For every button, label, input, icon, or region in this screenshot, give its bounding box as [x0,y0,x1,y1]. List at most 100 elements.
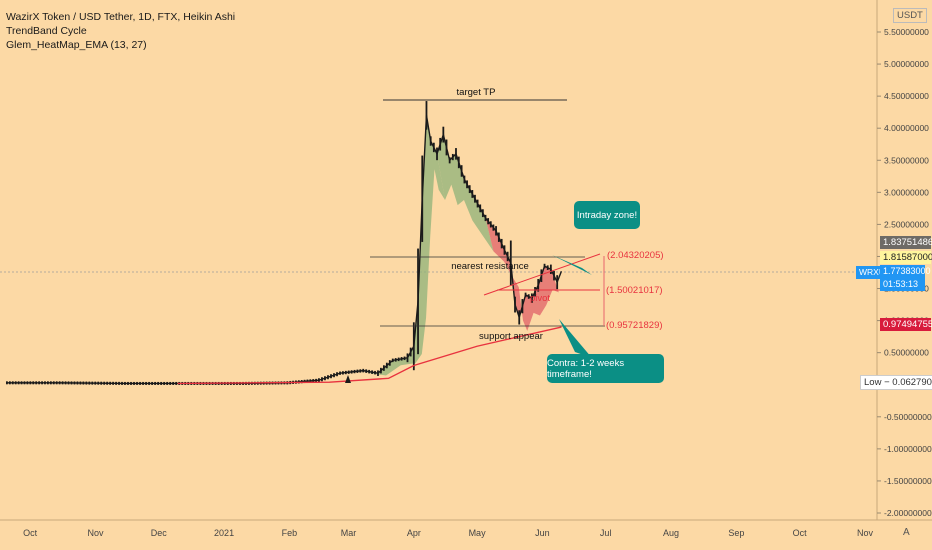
candle [17,381,20,385]
fib-level-mid: (1.50021017) [606,285,663,296]
candle [318,378,320,383]
callout-contra-timeframe[interactable]: Contra: 1-2 weeks timeframe! [547,354,664,383]
candle [94,381,97,385]
signal-triangle-icon [345,375,351,383]
symbol-title[interactable]: WazirX Token / USD Tether, 1D, FTX, Heik… [6,11,236,23]
x-tick-label: Sep [728,528,744,538]
candle [466,180,468,189]
candle [377,370,379,376]
candle [115,381,117,385]
candle [524,292,527,298]
currency-label[interactable]: USDT [893,8,927,23]
indicator-trendband[interactable]: TrendBand Cycle [6,25,87,37]
callout-bottom-pointer [559,319,592,358]
candle [91,381,94,385]
candle [509,240,512,286]
candle [8,381,11,385]
candle [172,381,175,385]
candle [457,156,460,169]
candle [70,381,73,385]
candle [97,381,100,385]
candle [365,369,368,373]
candle [403,356,406,361]
candle [124,381,126,385]
candle [421,155,424,242]
x-tick-label: Mar [341,528,357,538]
x-tick-label: Apr [407,528,421,538]
candle [26,381,29,385]
candle [175,381,178,385]
candle [136,381,138,385]
candle [380,367,382,374]
candle [118,381,120,385]
callout-intraday-zone[interactable]: Intraday zone! [574,201,640,229]
candle [537,279,540,292]
candle [397,357,400,362]
candle [139,381,141,385]
candle [409,347,412,357]
candle [154,381,157,385]
x-tick-label: Feb [282,528,298,538]
candle [412,322,415,371]
candle [130,381,132,385]
candle [41,381,43,385]
candle [342,371,344,375]
candle [534,287,536,297]
y-tick-label: -1.50000000 [884,476,932,486]
high-price-tag: 1.83751486 [880,236,932,249]
candle [521,299,524,314]
candle [109,381,112,385]
candle [506,251,509,262]
candle [324,376,326,381]
rising-trendline[interactable] [483,253,601,296]
candle [67,381,70,385]
candle [23,381,26,385]
candle [374,370,376,375]
y-tick-label: -1.00000000 [884,444,932,454]
y-tick-label: -0.50000000 [884,412,932,422]
candle [121,381,123,385]
candle [492,224,495,231]
candle [497,232,500,242]
candle [503,245,506,255]
candle [339,371,341,375]
candle [300,380,303,384]
candle [391,358,394,363]
x-tick-label: May [469,528,487,538]
y-tick-label: 4.00000000 [884,123,929,133]
indicator-heatmap[interactable]: Glem_HeatMap_EMA (13, 27) [6,39,147,51]
current-price-tag: 1.77383000 01:53:13 [880,265,931,291]
candle [546,265,549,270]
candle [330,374,332,379]
candle [64,381,67,385]
candle [353,369,356,374]
y-tick-label: 5.50000000 [884,27,929,37]
x-tick-label: Jul [600,528,612,538]
candle [417,248,419,355]
pivot-label: pivot [530,293,550,304]
candle [350,370,353,374]
candle [106,381,109,385]
candle [303,379,306,384]
candle [468,185,471,194]
candle [169,381,172,385]
candle [88,381,91,385]
candle [425,101,428,130]
candle [344,370,347,375]
candle [484,214,487,222]
x-tick-label: Jun [535,528,550,538]
yellow-price-tag: 1.81587000 [880,251,932,264]
candle [14,381,17,385]
candle [455,148,457,160]
auto-scale-toggle[interactable]: A [903,527,910,538]
candle [442,126,445,143]
support-appear-label: support appear [479,331,543,342]
x-tick-label: Nov [857,528,874,538]
candle [385,362,388,369]
candle [479,204,482,213]
candle [432,142,435,153]
x-tick-label: Aug [663,528,679,538]
candle [44,381,46,385]
crimson-price-tag: 0.97494755 [880,318,932,331]
